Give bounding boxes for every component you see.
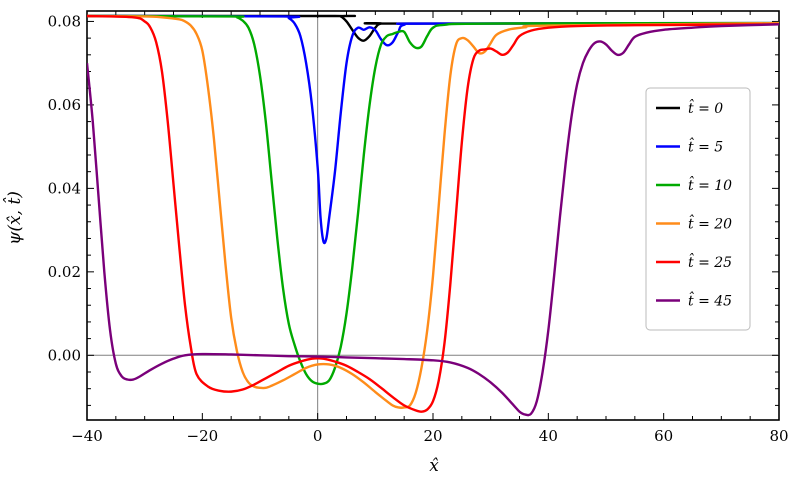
series-lines (87, 14, 779, 417)
x-axis-label: x̂ (429, 456, 439, 476)
x-tick-label: −40 (71, 427, 103, 445)
x-tick-label: −20 (187, 427, 219, 445)
y-tick-label: 0.08 (48, 12, 81, 30)
x-tick-label: 60 (654, 427, 673, 445)
legend-box (645, 87, 751, 331)
y-tick-label: 0.04 (48, 179, 81, 197)
zero-axes (87, 11, 779, 420)
x-tick-label: 80 (769, 427, 788, 445)
series-line-1 (87, 14, 779, 245)
legend-label: t̂ = 25 (688, 252, 732, 271)
series-line-2 (87, 14, 779, 386)
series-line-4 (87, 14, 779, 413)
tick-labels: −40 −20 0 20 40 60 80 0.00 0.02 0.04 0.06 0.08 (48, 12, 789, 445)
x-tick-label: 0 (313, 427, 323, 445)
x-tick-label: 40 (539, 427, 558, 445)
legend-label: t̂ = 45 (688, 290, 732, 309)
legend: t̂ = 0 t̂ = 5 t̂ = 10 t̂ = 20 t̂ = 25 t̂ = 45 (645, 87, 751, 331)
series-line-3 (87, 14, 779, 409)
legend-label: t̂ = 0 (688, 98, 723, 117)
y-axis-label: ψ(x̂, t̂) (3, 191, 25, 245)
y-tick-label: 0.02 (48, 263, 81, 281)
legend-label: t̂ = 20 (688, 213, 732, 232)
x-tick-label: 20 (423, 427, 442, 445)
legend-label: t̂ = 5 (688, 136, 723, 155)
y-tick-label: 0.00 (48, 346, 81, 364)
y-tick-label: 0.06 (48, 96, 81, 114)
legend-label: t̂ = 10 (688, 175, 732, 194)
series-line-5 (87, 23, 779, 417)
